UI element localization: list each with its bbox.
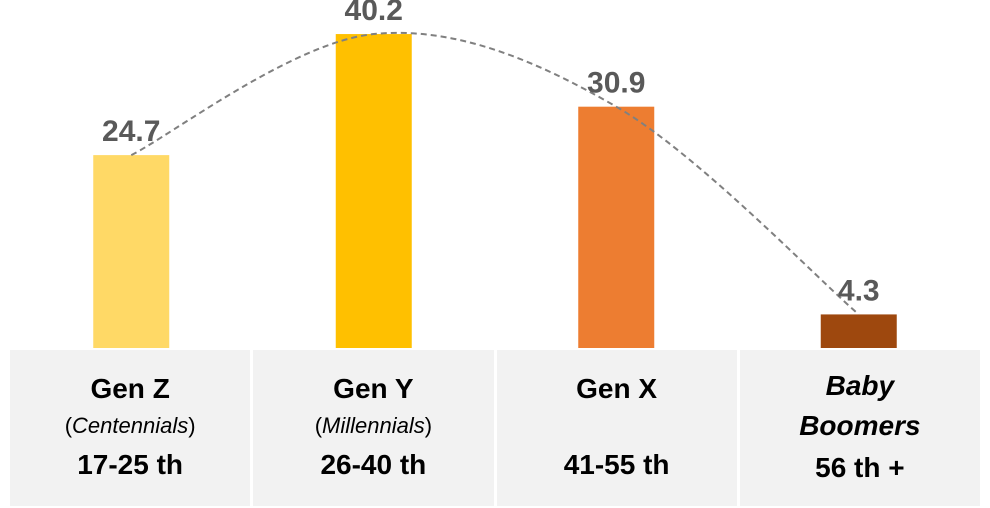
generation-nickname: (Centennials)	[64, 413, 196, 438]
generation-table: Gen Z (Centennials) 17-25 th Gen Y (Mill…	[10, 350, 980, 506]
bar-baby-boomers	[820, 314, 897, 348]
bar-chart: 24.7 40.2 30.9 4.3	[93, 0, 897, 349]
generation-name: Gen Y	[333, 373, 414, 404]
data-label: 24.7	[102, 115, 160, 148]
generation-cell-baby-boomers: Baby Boomers 56 th +	[736, 350, 980, 506]
trend-curve	[130, 31, 860, 316]
generation-name: Gen X	[576, 373, 658, 404]
bar-gen-x	[578, 106, 655, 348]
generation-age-range: 41-55 th	[563, 449, 670, 480]
generation-name-line2: Boomers	[799, 410, 921, 441]
generation-name: Gen Z	[90, 373, 170, 404]
generation-cell-gen-x: Gen X 41-55 th	[493, 350, 737, 506]
generation-age-range: 17-25 th	[77, 449, 184, 480]
generation-age-range: 26-40 th	[320, 449, 427, 480]
data-label: 4.3	[838, 274, 880, 307]
generation-cell-gen-z: Gen Z (Centennials) 17-25 th	[10, 350, 251, 506]
generation-name: Baby	[825, 370, 895, 401]
data-label: 30.9	[587, 67, 645, 100]
generation-age-range: 56 th +	[815, 452, 905, 483]
data-label: 40.2	[345, 0, 403, 27]
generation-cell-gen-y: Gen Y (Millennials) 26-40 th	[250, 350, 494, 506]
generation-nickname: (Millennials)	[314, 413, 433, 438]
bar-gen-y	[335, 34, 412, 349]
bar-gen-z	[93, 155, 170, 348]
